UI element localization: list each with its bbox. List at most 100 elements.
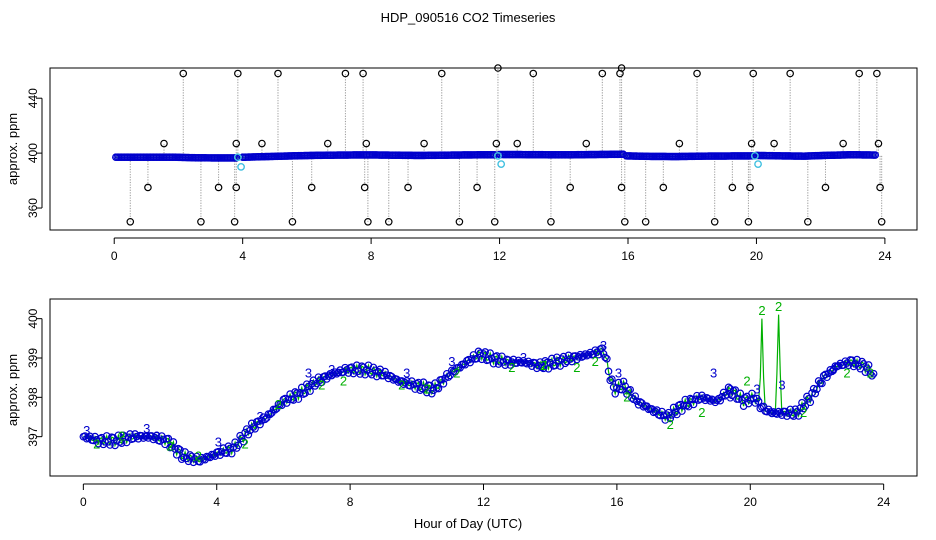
excursion-point (728, 183, 737, 192)
circle-point (828, 367, 836, 376)
circle-point (117, 439, 126, 447)
circle-point (344, 369, 353, 377)
marker-2: 2 (118, 429, 125, 444)
excursion-point (877, 217, 886, 226)
circle-point (159, 435, 168, 444)
circle-point (289, 396, 298, 404)
circle-point (606, 376, 615, 385)
circle-point (164, 434, 173, 443)
baseline-point (871, 151, 880, 159)
excursion-point (744, 217, 753, 226)
x-axis: 0 4 8 12 16 20 24 (111, 237, 892, 263)
circle-point (754, 397, 763, 406)
circle-point (731, 386, 740, 394)
circle-point (818, 379, 826, 388)
x-tick-label: 20 (744, 495, 758, 509)
excursion-point (617, 64, 626, 72)
circle-point (603, 354, 611, 363)
x-tick-label: 0 (111, 249, 118, 263)
x-tick-label: 0 (80, 495, 87, 509)
circle-point (728, 391, 736, 400)
marker-3: 3 (328, 362, 335, 377)
excursion-point (770, 139, 778, 148)
excursion-point (494, 64, 502, 72)
x-tick-label: 8 (347, 495, 354, 509)
circle-point (766, 408, 775, 416)
marker-3: 3 (830, 362, 837, 377)
marker-3: 3 (753, 381, 760, 396)
y-tick-label: 398 (26, 387, 40, 407)
excursion-point (876, 183, 884, 192)
x-tick-label: 24 (878, 249, 892, 263)
circle-point (217, 448, 226, 456)
circle-point (486, 349, 494, 357)
excursion-point (455, 217, 464, 226)
excursion-point (566, 183, 575, 192)
excursion-point (341, 69, 350, 78)
excursion-point (490, 217, 499, 226)
calibration-point (237, 162, 245, 171)
circle-point (111, 441, 119, 450)
circle-point (716, 396, 725, 405)
circle-point (811, 389, 820, 398)
x-tick-label: 4 (213, 495, 220, 509)
excursion-point (234, 69, 242, 78)
excursion-point (746, 183, 754, 192)
excursion-point (359, 69, 367, 78)
marker-2: 2 (241, 437, 248, 452)
circle-point (381, 367, 389, 376)
marker-2: 2 (398, 378, 405, 393)
circle-point (473, 354, 481, 363)
marker-3: 3 (448, 354, 455, 369)
circle-point (291, 388, 299, 396)
circle-point (813, 385, 821, 394)
top-plot-area: 0 4 8 12 16 20 24 360 400 440 (26, 64, 918, 263)
excursion-point (126, 217, 135, 226)
y-tick-label: 399 (26, 348, 40, 368)
circle-point (723, 390, 731, 399)
circle-point (271, 405, 279, 414)
excursion-point (384, 217, 393, 226)
circle-point (192, 452, 201, 461)
excursion-point (492, 139, 501, 148)
circle-point (633, 397, 641, 406)
marker-2: 2 (423, 381, 430, 396)
circle-point (423, 388, 431, 397)
excursion-point (675, 139, 684, 148)
circle-point (152, 431, 161, 440)
circle-point (468, 355, 476, 363)
x-tick-label: 24 (877, 495, 891, 509)
circle-point (356, 370, 364, 378)
marker-2: 2 (667, 417, 674, 432)
circle-point (866, 370, 875, 378)
excursion-point (855, 69, 864, 78)
marker-3: 3 (727, 389, 734, 404)
circle-series (79, 344, 878, 467)
excursion-point (144, 183, 152, 192)
circle-point (631, 392, 640, 400)
circle-point (296, 388, 304, 397)
marker-3: 3 (305, 366, 312, 381)
marker-3: 3 (710, 366, 717, 381)
circle-point (561, 359, 569, 368)
excursion-point (288, 217, 297, 226)
excursion-point (232, 139, 241, 148)
x-axis: 0 4 8 12 16 20 24 (80, 483, 891, 509)
x-tick-label: 20 (750, 249, 764, 263)
excursion-point (197, 217, 205, 226)
circle-point (808, 389, 816, 397)
circle-point (92, 435, 101, 444)
circle-point (239, 437, 248, 446)
marker-3: 3 (600, 338, 607, 353)
top-panel: approx. ppm 0 4 8 12 16 20 24 360 400 440 (5, 64, 918, 263)
excursion-point (804, 217, 812, 226)
circle-point (678, 407, 686, 415)
excursion-point (547, 217, 555, 226)
circle-point (724, 383, 733, 392)
excursion-point (323, 139, 332, 148)
circle-point (416, 386, 424, 394)
marker-3: 3 (143, 421, 150, 436)
excursion-point (617, 183, 626, 192)
circle-point (256, 420, 264, 429)
marker-3: 3 (615, 366, 622, 381)
